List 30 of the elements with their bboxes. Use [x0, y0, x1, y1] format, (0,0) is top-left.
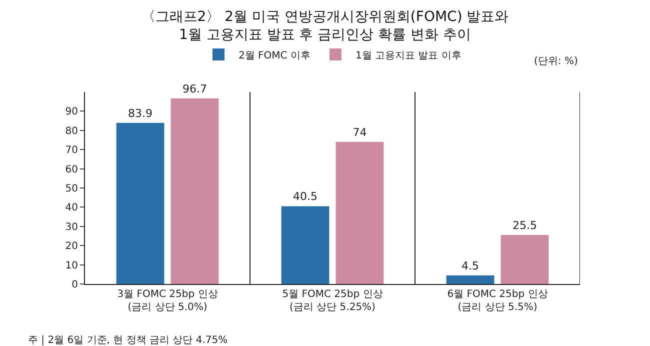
legend-label: 1월 고용지표 발표 이후 — [355, 50, 462, 62]
data-label: 83.9 — [128, 106, 153, 120]
y-tick-label: 10 — [65, 260, 78, 272]
data-label: 4.5 — [462, 259, 480, 272]
bar — [446, 275, 494, 284]
y-tick-label: 50 — [65, 184, 78, 194]
y-tick-label: 30 — [65, 222, 78, 233]
y-tick-label: 0 — [72, 280, 78, 290]
bar — [170, 98, 219, 284]
y-tick-label: 40 — [65, 202, 78, 214]
bar — [500, 235, 549, 284]
bar — [116, 122, 164, 284]
legend-label: 2월 FOMC 이후 — [238, 50, 310, 62]
data-label: 40.5 — [293, 190, 318, 204]
bar — [336, 142, 384, 284]
y-tick-label: 90 — [65, 106, 78, 118]
y-tick-label: 80 — [65, 126, 78, 137]
y-tick-label: 70 — [65, 145, 78, 156]
y-tick-label: 20 — [65, 241, 78, 252]
data-label: 74 — [352, 126, 367, 139]
chart-title: 〈그래프2〉 2월 미국 연방공개시장위원회(FOMC) 발표와 1월 고용지표 발표 후 금리인상 확률 변화 추이 — [141, 8, 509, 43]
y-tick-label: 60 — [65, 164, 78, 176]
text: (단위: %) — [534, 56, 578, 67]
x-tick-label: 6월 FOMC 25bp 인상 (금리 상단 5.5%) — [447, 289, 548, 313]
x-tick-label: 5월 FOMC 25bp 인상 (금리 상단 5.25%) — [282, 289, 383, 313]
text: 주 | 2월 6일 기준, 현 정책 금리 상단 4.75% — [28, 335, 228, 346]
data-label: 96.7 — [182, 82, 207, 96]
x-tick-label: 3월 FOMC 25bp 인상 (금리 상단 5.0%) — [117, 289, 218, 313]
data-label: 25.5 — [512, 219, 537, 232]
bar — [281, 206, 330, 284]
